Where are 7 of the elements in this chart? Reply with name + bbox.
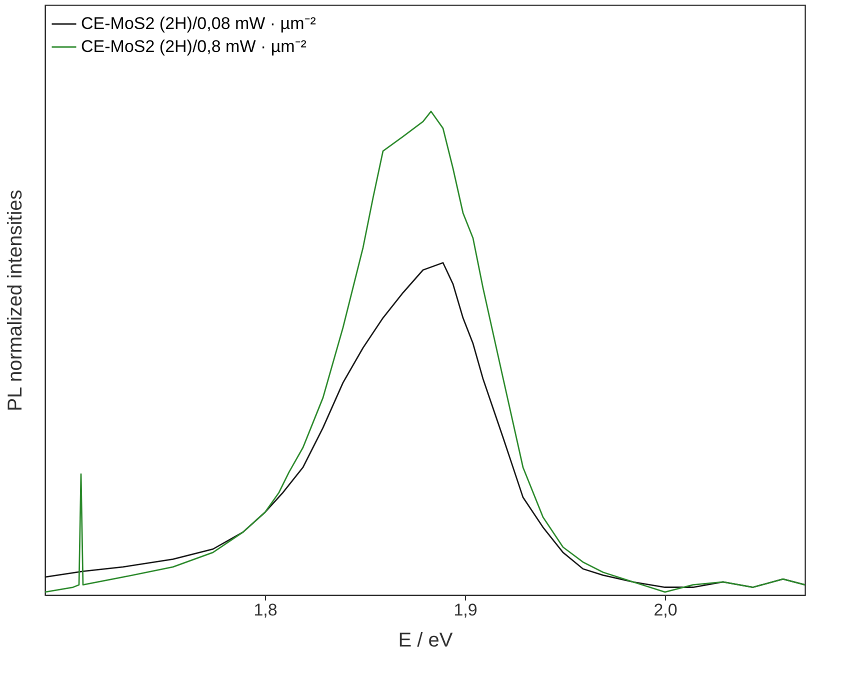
x-tick-label: 1,8	[254, 600, 278, 620]
x-tick-label: 1,9	[454, 600, 478, 620]
legend-label: CE-MoS2 (2H)/0,8 mW · µm⁻²	[81, 37, 307, 56]
y-axis-title: PL normalized intensities	[4, 190, 26, 412]
x-tick-label: 2,0	[654, 600, 678, 620]
x-axis-title: E / eV	[398, 630, 454, 652]
legend-label: CE-MoS2 (2H)/0,08 mW · µm⁻²	[81, 14, 316, 33]
